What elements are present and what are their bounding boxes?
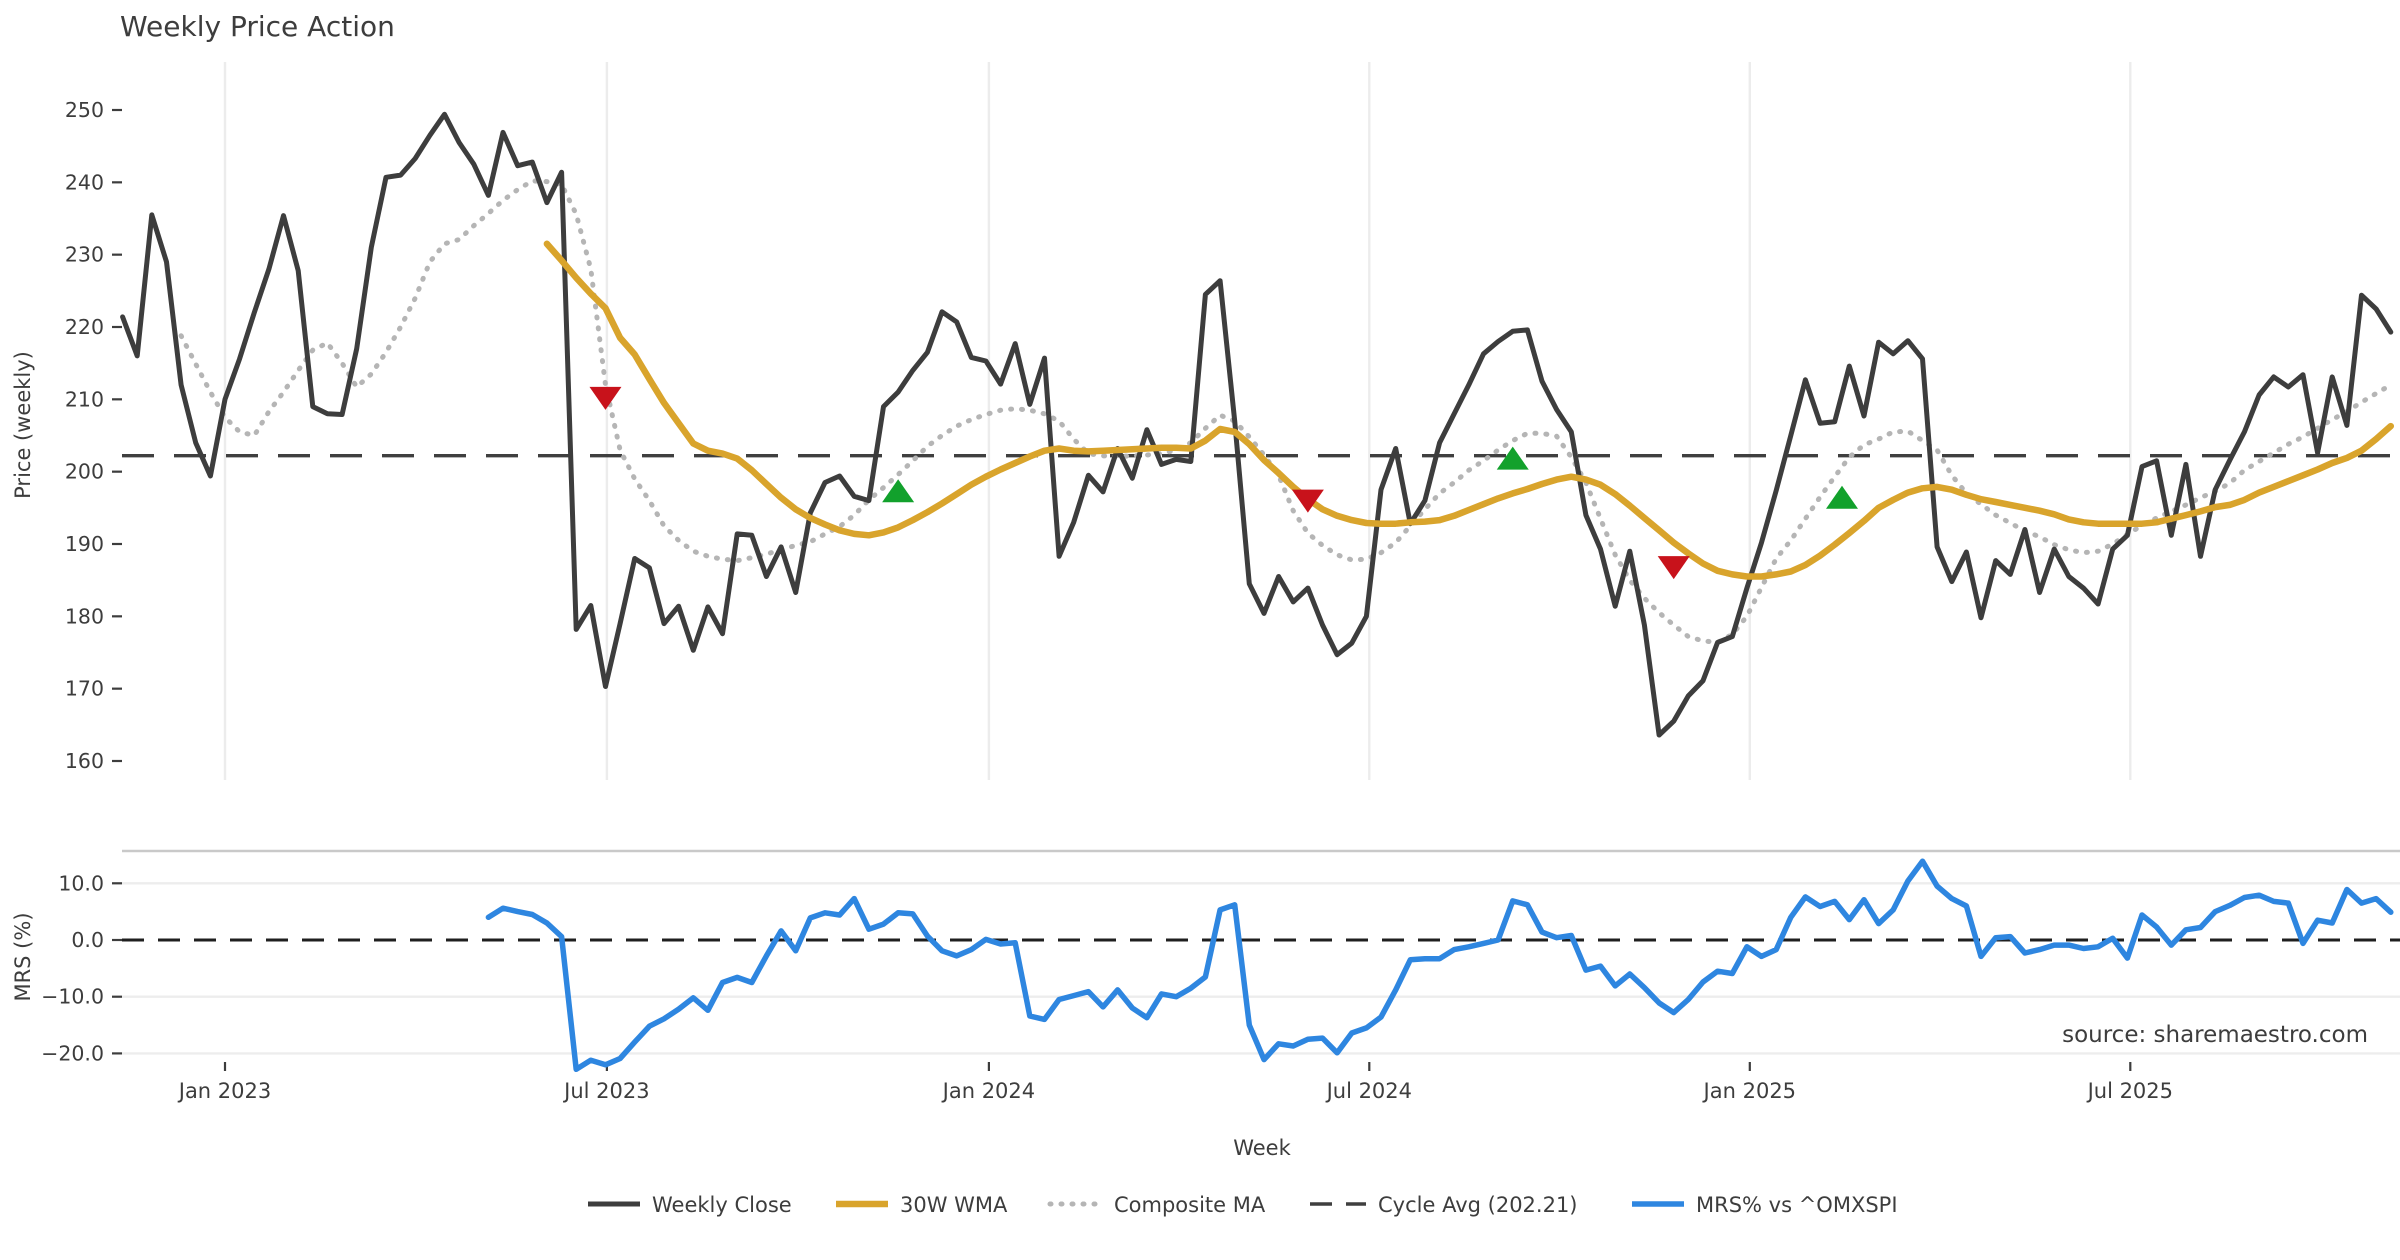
x-tick-label: Jan 2023 bbox=[177, 1079, 272, 1103]
x-tick-label: Jul 2024 bbox=[1325, 1079, 1412, 1103]
legend-item-composite: Composite MA bbox=[1047, 1193, 1266, 1217]
buy-marker-icon bbox=[1496, 446, 1529, 470]
y-tick-label: 240 bbox=[65, 170, 104, 194]
legend-label: Composite MA bbox=[1114, 1193, 1266, 1217]
y-tick-label: 210 bbox=[65, 387, 104, 411]
mrs-tick-label: −20.0 bbox=[41, 1041, 104, 1065]
axis-ticks bbox=[112, 108, 2132, 1071]
y-tick-label: 230 bbox=[65, 243, 104, 267]
legend-label: 30W WMA bbox=[900, 1193, 1008, 1217]
price-panel-gridlines bbox=[223, 62, 2132, 780]
price-axis-title: Price (weekly) bbox=[11, 351, 35, 499]
mrs-tick-label: 0.0 bbox=[71, 928, 104, 952]
legend-item-weekly-close: Weekly Close bbox=[588, 1193, 792, 1217]
signal-markers bbox=[589, 386, 1859, 580]
buy-marker-icon bbox=[1826, 485, 1859, 509]
legend: Weekly Close 30W WMA Composite MA Cycle … bbox=[588, 1193, 1898, 1217]
x-tick-label: Jan 2024 bbox=[941, 1079, 1036, 1103]
sell-marker-icon bbox=[589, 386, 622, 410]
source-note: source: sharemaestro.com bbox=[2062, 1022, 2368, 1048]
y-tick-label: 160 bbox=[65, 749, 104, 773]
mrs-line bbox=[485, 858, 2394, 1073]
legend-item-wma: 30W WMA bbox=[836, 1193, 1008, 1217]
composite-ma-line bbox=[178, 178, 2394, 645]
legend-label: Weekly Close bbox=[652, 1193, 792, 1217]
x-tick-label: Jan 2025 bbox=[1702, 1079, 1797, 1103]
y-tick-label: 170 bbox=[65, 677, 104, 701]
x-tick-label: Jul 2025 bbox=[2086, 1079, 2173, 1103]
y-tick-label: 180 bbox=[65, 604, 104, 628]
axis-tick-labels: Jan 2023 Jul 2023 Jan 2024 Jul 2024 Jan 2025… bbox=[41, 98, 2173, 1103]
legend-item-cycle-avg: Cycle Avg (202.21) bbox=[1310, 1193, 1578, 1217]
y-tick-label: 190 bbox=[65, 532, 104, 556]
y-tick-label: 220 bbox=[65, 315, 104, 339]
page-title: Weekly Price Action bbox=[120, 10, 395, 43]
sell-marker-icon bbox=[1291, 489, 1324, 513]
legend-label: Cycle Avg (202.21) bbox=[1378, 1193, 1578, 1217]
y-tick-label: 250 bbox=[65, 98, 104, 122]
x-axis-title: Week bbox=[1233, 1136, 1291, 1160]
legend-item-mrs: MRS% vs ^OMXSPI bbox=[1632, 1193, 1898, 1217]
wma-line bbox=[543, 240, 2395, 580]
x-tick-label: Jul 2023 bbox=[562, 1079, 649, 1103]
sell-marker-icon bbox=[1657, 556, 1690, 580]
mrs-tick-label: 10.0 bbox=[58, 871, 104, 895]
y-tick-label: 200 bbox=[65, 460, 104, 484]
legend-label: MRS% vs ^OMXSPI bbox=[1696, 1193, 1898, 1217]
buy-marker-icon bbox=[882, 479, 915, 503]
mrs-axis-title: MRS (%) bbox=[11, 912, 35, 1001]
mrs-panel-gridlines bbox=[122, 849, 2400, 1055]
weekly-close-line bbox=[120, 111, 2394, 738]
mrs-tick-label: −10.0 bbox=[41, 985, 104, 1009]
